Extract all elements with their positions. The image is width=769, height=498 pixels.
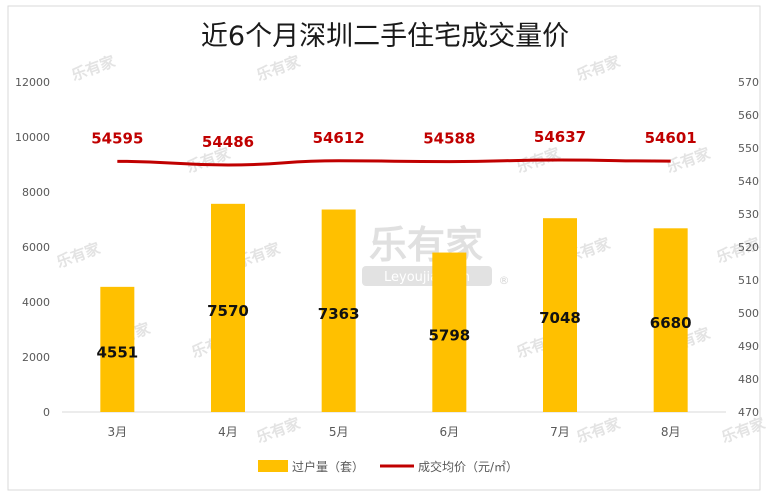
x-axis-tick-label: 8月: [661, 425, 681, 439]
right-axis-tick-label: 570: [738, 76, 759, 89]
right-axis-tick-label: 480: [738, 373, 759, 386]
line-data-label: 54601: [645, 129, 697, 147]
left-axis-tick-label: 8000: [22, 186, 50, 199]
line-layer: [117, 158, 671, 167]
legend-label-bar: 过户量（套）: [292, 459, 364, 474]
bar-data-label: 7570: [207, 302, 249, 320]
line-data-label: 54486: [202, 133, 254, 151]
chart-title: 近6个月深圳二手住宅成交量价: [201, 21, 569, 52]
watermark-registered-mark: ®: [499, 274, 510, 287]
left-axis-tick-label: 10000: [15, 131, 50, 144]
right-axis-tick-label: 470: [738, 406, 759, 419]
right-axis-tick-label: 550: [738, 142, 759, 155]
bar: [432, 252, 467, 412]
right-axis-tick-label: 500: [738, 307, 759, 320]
line-data-label: 54637: [534, 128, 586, 146]
bar: [653, 228, 688, 412]
x-axis-tick-label: 3月: [108, 425, 128, 439]
legend-label-line: 成交均价（元/㎡）: [418, 459, 518, 474]
bar: [100, 286, 135, 412]
bar-data-label: 6680: [650, 314, 692, 332]
labels-layer: 4551 7570 7363 5798 7048 6680 54595 54486 54612 5…: [91, 128, 697, 361]
bar: [321, 209, 356, 412]
right-axis-tick-label: 490: [738, 340, 759, 353]
bar-data-label: 7048: [539, 309, 581, 327]
price-line: [117, 158, 671, 167]
right-axis-tick-label: 540: [738, 175, 759, 188]
bar: [543, 218, 577, 412]
bar-data-label: 4551: [96, 343, 138, 361]
x-axis-tick-label: 6月: [440, 425, 460, 439]
line-data-label: 54588: [423, 130, 475, 148]
left-axis-tick-label: 12000: [15, 76, 50, 89]
bars-layer: [100, 203, 688, 412]
x-axis-tick-label: 4月: [218, 425, 238, 439]
right-axis-tick-label: 510: [738, 274, 759, 287]
x-axis-tick-label: 7月: [550, 425, 570, 439]
left-axis-tick-label: 0: [43, 406, 50, 419]
axes-layer: 0 2000 4000 6000 8000 10000 12000 470 480 490 500 5…: [15, 76, 759, 439]
left-axis-tick-label: 6000: [22, 241, 50, 254]
chart-border: [7, 5, 761, 491]
legend-swatch-bar: [258, 460, 288, 472]
bar: [211, 203, 245, 412]
left-axis-tick-label: 2000: [22, 351, 50, 364]
bar-data-label: 5798: [428, 326, 470, 344]
bar-data-label: 7363: [318, 305, 360, 323]
right-axis-tick-label: 520: [738, 241, 759, 254]
legend: 过户量（套） 成交均价（元/㎡）: [258, 459, 518, 474]
right-axis-tick-label: 560: [738, 109, 759, 122]
x-axis-tick-label: 5月: [329, 425, 349, 439]
line-data-label: 54595: [91, 129, 143, 147]
left-axis-tick-label: 4000: [22, 296, 50, 309]
right-axis-tick-label: 530: [738, 208, 759, 221]
line-data-label: 54612: [313, 129, 365, 147]
